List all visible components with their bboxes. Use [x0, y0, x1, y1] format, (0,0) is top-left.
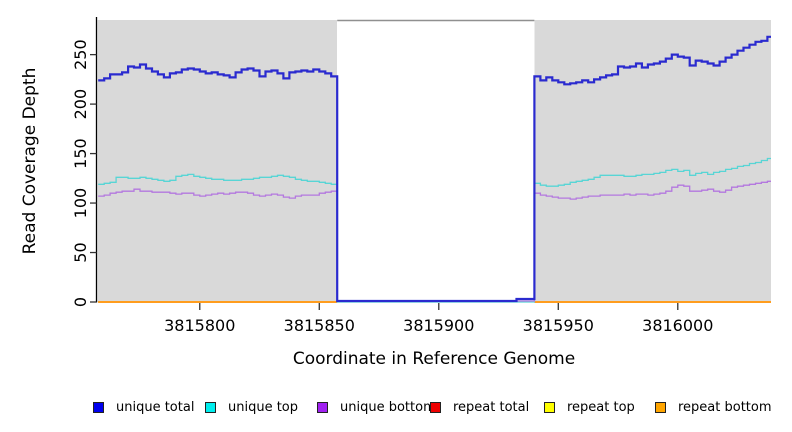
y-tick-label: 250: [71, 39, 90, 70]
legend-item-unique-total: unique total: [93, 399, 194, 415]
series-group: [98, 35, 771, 303]
x-tick-label: 3816000: [642, 316, 713, 335]
y-tick-label: 100: [71, 188, 90, 219]
y-tick-label: 0: [71, 297, 90, 307]
legend-swatch-icon: [317, 401, 328, 413]
legend-label: repeat total: [453, 399, 530, 415]
y-axis-title: Read Coverage Depth: [20, 67, 40, 255]
legend-item-repeat-bottom: repeat bottom: [655, 399, 772, 415]
legend-item-repeat-top: repeat top: [544, 399, 635, 415]
x-tick-label: 3815850: [284, 316, 355, 335]
legend-swatch-icon: [93, 401, 104, 413]
x-tick-label: 3815800: [164, 316, 235, 335]
legend-item-repeat-total: repeat total: [430, 399, 529, 415]
legend-label: unique bottom: [340, 399, 436, 415]
legend-swatch-icon: [205, 401, 216, 413]
legend-label: unique total: [116, 399, 195, 415]
legend-label: repeat top: [567, 399, 635, 415]
legend-item-unique-bottom: unique bottom: [317, 399, 436, 415]
legend-swatch-icon: [544, 401, 555, 413]
legend-label: repeat bottom: [678, 399, 772, 415]
legend: unique total unique top unique bottom repea…: [0, 399, 792, 421]
y-tick-label: 200: [71, 89, 90, 120]
coverage-plot-svg: 0 50 100 150 200 250 3815800 3815850 3815900 3815…: [71, 17, 771, 335]
highlight-region-right: [534, 20, 771, 302]
legend-item-unique-top: unique top: [205, 399, 298, 415]
x-tick-label: 3815900: [403, 316, 474, 335]
highlight-region-left: [97, 20, 338, 302]
y-tick-label: 50: [71, 242, 90, 262]
x-axis-title: Coordinate in Reference Genome: [292, 349, 576, 369]
y-tick-label: 150: [71, 138, 90, 169]
legend-label: unique top: [228, 399, 299, 415]
legend-swatch-icon: [655, 401, 666, 413]
legend-swatch-icon: [430, 401, 441, 413]
x-tick-label: 3815950: [523, 316, 594, 335]
series-line-unique-total: [98, 35, 771, 303]
